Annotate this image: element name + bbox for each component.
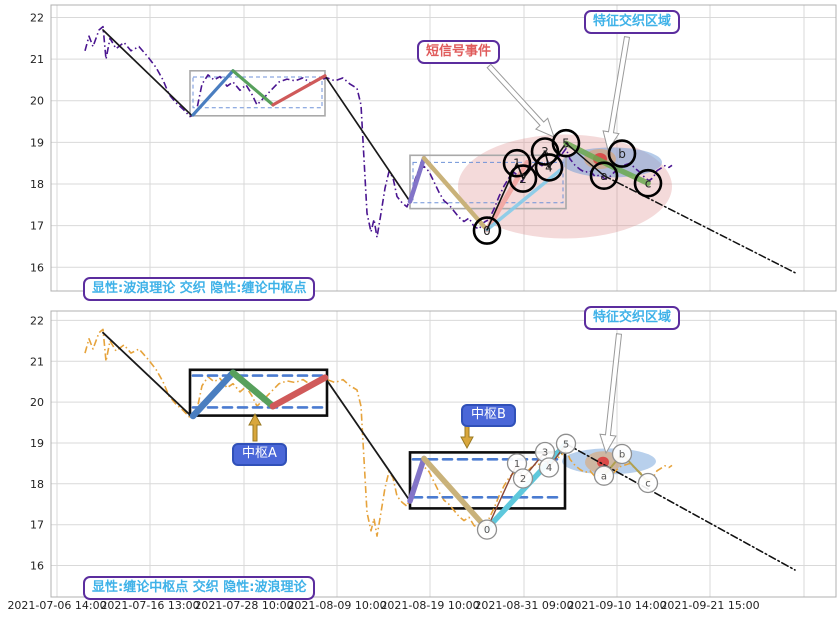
x-tick-label: 2021-08-19 10:00 <box>380 599 479 612</box>
x-tick-label: 2021-09-10 14:00 <box>567 599 666 612</box>
overlay-segment <box>324 376 411 502</box>
wave-point-label: 3 <box>541 145 549 159</box>
panel-frame <box>50 4 837 292</box>
x-tick-label: 2021-07-16 13:00 <box>100 599 199 612</box>
wave-point-label: a <box>600 169 607 183</box>
wave-point-circle <box>593 465 615 486</box>
x-tick-label: 2021-07-06 14:00 <box>7 599 106 612</box>
hub-box <box>192 76 323 109</box>
overlay-segment <box>229 369 277 410</box>
y-tick-label: 17 <box>30 519 44 532</box>
wave-point-label: 5 <box>563 439 569 450</box>
hub-box <box>408 451 567 510</box>
overlay-segment <box>407 155 427 204</box>
hub-box <box>189 70 326 117</box>
wave-point-circle <box>589 161 619 190</box>
wave-point-circle <box>607 139 637 168</box>
y-tick-label: 16 <box>30 560 44 573</box>
wave-point-circle <box>476 519 498 540</box>
overlay-segment <box>603 174 796 274</box>
wave-point-circle <box>512 468 534 489</box>
y-tick-label: 21 <box>30 355 44 368</box>
overlay-segment <box>565 142 605 177</box>
x-tick-label: 2021-08-09 10:00 <box>287 599 386 612</box>
wave-point-label: 2 <box>519 172 527 186</box>
wave-point-label: c <box>645 479 651 490</box>
wave-point-label: b <box>618 147 626 161</box>
wave-point-circle <box>472 216 502 245</box>
overlay-segment <box>271 74 327 107</box>
wave-point-label: 4 <box>546 463 552 474</box>
wave-point-label: 3 <box>542 448 548 459</box>
wave-point-circle <box>637 472 659 494</box>
short-signal-event-label: 短信号事件 <box>417 40 501 64</box>
overlay-segment <box>189 369 237 420</box>
hub-box <box>412 161 564 204</box>
y-tick-label: 18 <box>30 478 44 491</box>
y-tick-label: 22 <box>30 12 44 25</box>
feature-interweave-label-top: 特征交织区域 <box>584 10 681 34</box>
overlay-segment <box>407 455 427 504</box>
overlay-segment <box>102 29 193 117</box>
wave-point-circle <box>633 168 663 198</box>
wave-point-circle <box>555 433 577 454</box>
wave-point-label: 1 <box>513 157 521 171</box>
x-tick-label: 2021-08-31 09:00 <box>474 599 573 612</box>
y-tick-label: 20 <box>30 396 44 409</box>
wave-point-circle <box>530 137 560 166</box>
overlay-segment <box>231 69 275 107</box>
hub-box <box>409 154 567 210</box>
panel-explicit-chan-hub: 16 17 18 19 20 21 22 0 12 3 4 5 a b c <box>30 310 837 598</box>
overlay-segment <box>324 74 411 203</box>
overlay-segment <box>102 331 193 418</box>
wave-point-label: 1 <box>514 459 520 470</box>
y-tick-label: 19 <box>30 136 44 149</box>
y-tick-label: 20 <box>30 95 44 108</box>
callout-arrow <box>602 36 631 152</box>
panel-frame <box>50 310 837 598</box>
y-tick-label: 18 <box>30 178 44 191</box>
overlay-segment <box>565 442 796 571</box>
hub-b-label: 中枢B <box>461 404 516 427</box>
hub-box <box>188 368 329 417</box>
feature-interweave-label-bottom: 特征交织区域 <box>584 306 681 330</box>
wave-point-circle <box>551 128 581 158</box>
wave-point-label: b <box>619 450 625 461</box>
wave-point-label: c <box>645 177 652 191</box>
wave-point-label: 0 <box>484 525 490 536</box>
wave-point-circle <box>534 153 564 182</box>
wave-point-circle <box>538 457 560 478</box>
bottom-panel-mode-label: 显性:缠论中枢点 交织 隐性:波浪理论 <box>83 576 316 600</box>
price-line <box>84 328 673 537</box>
overlay-segment <box>421 155 490 233</box>
overlay-segment <box>191 69 235 117</box>
y-tick-label: 16 <box>30 261 44 274</box>
wave-point-label: a <box>601 471 607 482</box>
wave-point-circle <box>611 443 633 465</box>
hub-a-label: 中枢A <box>232 443 287 466</box>
wave-point-label: 0 <box>483 224 491 238</box>
gold-pointer-arrow <box>248 412 262 442</box>
y-tick-label: 19 <box>30 437 44 450</box>
callout-arrow <box>486 63 555 138</box>
wave-point-label: 2 <box>520 474 526 485</box>
y-tick-label: 17 <box>30 220 44 233</box>
callout-arrow <box>599 333 623 455</box>
y-tick-label: 22 <box>30 314 44 327</box>
wave-point-circle <box>508 164 538 193</box>
overlay-segment <box>269 374 329 410</box>
y-tick-label: 21 <box>30 53 44 66</box>
overlay-segment <box>421 455 490 532</box>
wave-point-circle <box>502 148 532 178</box>
wave-point-label: 5 <box>562 137 570 151</box>
x-tick-label: 2021-07-28 10:00 <box>194 599 293 612</box>
gold-pointer-arrow <box>460 425 474 450</box>
top-panel-mode-label: 显性:波浪理论 交织 隐性:缠论中枢点 <box>83 277 316 301</box>
x-tick-label: 2021-09-21 15:00 <box>660 599 759 612</box>
wave-point-label: 4 <box>545 161 553 175</box>
